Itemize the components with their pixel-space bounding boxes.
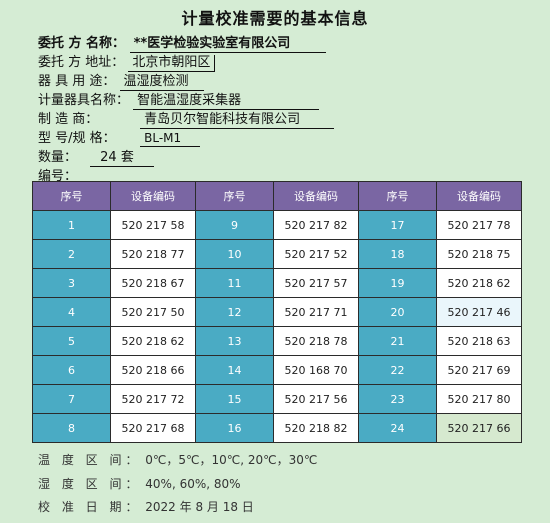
purpose-label: 器 具 用 途： (38, 74, 116, 89)
seq-cell: 1 (32, 210, 111, 240)
model-label: 型 号/规 格： (38, 131, 116, 146)
code-cell: 520 218 82 (273, 413, 359, 443)
table-row: 5 520 218 62 13 520 218 78 21 520 218 63 (32, 326, 522, 356)
seq-cell: 20 (358, 297, 437, 327)
client-value: **医学检验实验室有限公司 (129, 36, 326, 53)
code-cell: 520 217 80 (436, 384, 522, 414)
code-cell: 520 217 68 (110, 413, 196, 443)
code-cell: 520 217 78 (436, 210, 522, 240)
temp-range-row: 温 度 区 间： 0℃，5℃，10℃, 20℃，30℃ (38, 451, 317, 468)
qty-label: 数量： (38, 150, 78, 165)
code-cell: 520 217 72 (110, 384, 196, 414)
table-row: 2 520 218 77 10 520 217 52 18 520 218 75 (32, 239, 522, 269)
seq-cell: 9 (195, 210, 274, 240)
table-row: 8 520 217 68 16 520 218 82 24 520 217 66 (32, 413, 522, 443)
header-seq: 序号 (358, 181, 437, 211)
table-row: 1 520 217 58 9 520 217 82 17 520 217 78 (32, 210, 522, 240)
model-row: 型 号/规 格： BL-M1 (38, 129, 334, 148)
maker-value: 青岛贝尔智能科技有限公司 (140, 112, 335, 129)
header-code: 设备编码 (110, 181, 196, 211)
header-code: 设备编码 (273, 181, 359, 211)
table-row: 4 520 217 50 12 520 217 71 20 520 217 46 (32, 297, 522, 327)
header-seq: 序号 (32, 181, 111, 211)
code-cell: 520 218 75 (436, 239, 522, 269)
client-row: 委托 方 名称： **医学检验实验室有限公司 (38, 34, 334, 53)
code-cell: 520 218 62 (110, 326, 196, 356)
address-label: 委托 方 地址： (38, 55, 125, 70)
code-cell: 520 217 52 (273, 239, 359, 269)
address-value: 北京市朝阳区 (128, 55, 216, 72)
seq-cell: 2 (32, 239, 111, 269)
calibration-date-value: 2022 年 8 月 18 日 (145, 500, 254, 514)
seq-cell: 7 (32, 384, 111, 414)
serial-row: 编号： (38, 167, 334, 186)
address-row: 委托 方 地址： 北京市朝阳区 (38, 53, 334, 72)
code-cell: 520 218 62 (436, 268, 522, 298)
serial-label: 编号： (38, 169, 78, 184)
seq-cell: 8 (32, 413, 111, 443)
code-cell: 520 218 67 (110, 268, 196, 298)
page-title: 计量校准需要的基本信息 (181, 9, 369, 28)
code-cell: 520 217 57 (273, 268, 359, 298)
header-code: 设备编码 (436, 181, 522, 211)
seq-cell: 18 (358, 239, 437, 269)
code-cell: 520 168 70 (273, 355, 359, 385)
maker-label: 制 造 商： (38, 112, 99, 127)
code-cell: 520 217 66 (436, 413, 522, 443)
calibration-date-row: 校 准 日 期： 2022 年 8 月 18 日 (38, 498, 254, 515)
table-header-row: 序号 设备编码 序号 设备编码 序号 设备编码 (32, 181, 522, 211)
seq-cell: 5 (32, 326, 111, 356)
seq-cell: 16 (195, 413, 274, 443)
model-value: BL-M1 (140, 130, 201, 147)
seq-cell: 23 (358, 384, 437, 414)
instrument-label: 计量器具名称： (38, 93, 130, 108)
seq-cell: 3 (32, 268, 111, 298)
humidity-range-value: 40%, 60%, 80% (145, 477, 241, 491)
code-cell: 520 217 56 (273, 384, 359, 414)
code-cell: 520 217 46 (436, 297, 522, 327)
instrument-value: 智能温湿度采集器 (133, 93, 320, 110)
code-cell: 520 217 82 (273, 210, 359, 240)
seq-cell: 10 (195, 239, 274, 269)
seq-cell: 15 (195, 384, 274, 414)
code-cell: 520 217 58 (110, 210, 196, 240)
header-seq: 序号 (195, 181, 274, 211)
qty-row: 数量： 24 套 (38, 148, 334, 167)
qty-value: 24 套 (90, 150, 155, 167)
seq-cell: 12 (195, 297, 274, 327)
seq-cell: 11 (195, 268, 274, 298)
device-code-table: 序号 设备编码 序号 设备编码 序号 设备编码 1 520 217 58 9 5… (32, 181, 522, 443)
seq-cell: 6 (32, 355, 111, 385)
purpose-value: 温湿度检测 (119, 74, 204, 91)
code-cell: 520 217 71 (273, 297, 359, 327)
temp-range-label: 温 度 区 间： (38, 453, 142, 467)
table-row: 6 520 218 66 14 520 168 70 22 520 217 69 (32, 355, 522, 385)
code-cell: 520 218 66 (110, 355, 196, 385)
client-label: 委托 方 名称： (38, 36, 126, 51)
code-cell: 520 217 50 (110, 297, 196, 327)
seq-cell: 13 (195, 326, 274, 356)
maker-row: 制 造 商： 青岛贝尔智能科技有限公司 (38, 110, 335, 129)
instrument-row: 计量器具名称： 智能温湿度采集器 (38, 91, 334, 110)
purpose-row: 器 具 用 途： 温湿度检测 (38, 72, 334, 91)
seq-cell: 4 (32, 297, 111, 327)
temp-range-value: 0℃，5℃，10℃, 20℃，30℃ (145, 453, 318, 467)
code-cell: 520 218 78 (273, 326, 359, 356)
seq-cell: 14 (195, 355, 274, 385)
seq-cell: 24 (358, 413, 437, 443)
humidity-range-label: 湿 度 区 间： (38, 477, 142, 491)
table-row: 3 520 218 67 11 520 217 57 19 520 218 62 (32, 268, 522, 298)
info-section: 委托 方 名称： **医学检验实验室有限公司 委托 方 地址： 北京市朝阳区 器… (38, 34, 335, 186)
table-row: 7 520 217 72 15 520 217 56 23 520 217 80 (32, 384, 522, 414)
humidity-range-row: 湿 度 区 间： 40%, 60%, 80% (38, 475, 241, 492)
code-cell: 520 218 77 (110, 239, 196, 269)
calibration-date-label: 校 准 日 期： (38, 500, 142, 514)
seq-cell: 19 (358, 268, 437, 298)
seq-cell: 21 (358, 326, 437, 356)
seq-cell: 22 (358, 355, 437, 385)
seq-cell: 17 (358, 210, 437, 240)
code-cell: 520 218 63 (436, 326, 522, 356)
code-cell: 520 217 69 (436, 355, 522, 385)
